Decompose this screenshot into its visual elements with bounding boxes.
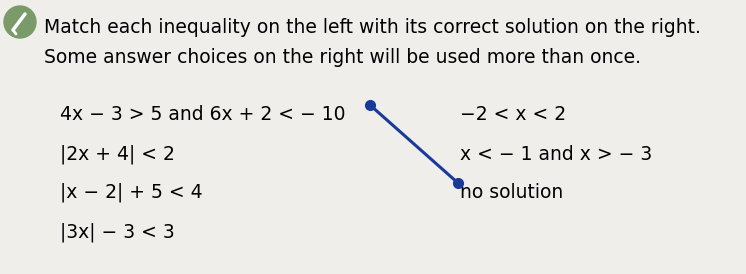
- Text: x < − 1 and x > − 3: x < − 1 and x > − 3: [460, 145, 652, 164]
- Text: |2x + 4| < 2: |2x + 4| < 2: [60, 145, 175, 164]
- Text: |x − 2| + 5 < 4: |x − 2| + 5 < 4: [60, 183, 203, 202]
- Text: no solution: no solution: [460, 183, 563, 202]
- Text: 4x − 3 > 5 and 6x + 2 < − 10: 4x − 3 > 5 and 6x + 2 < − 10: [60, 105, 345, 124]
- Text: Match each inequality on the left with its correct solution on the right.: Match each inequality on the left with i…: [44, 18, 701, 37]
- Text: Some answer choices on the right will be used more than once.: Some answer choices on the right will be…: [44, 48, 641, 67]
- Text: −2 < x < 2: −2 < x < 2: [460, 105, 566, 124]
- Text: |3x| − 3 < 3: |3x| − 3 < 3: [60, 222, 175, 241]
- Circle shape: [4, 6, 36, 38]
